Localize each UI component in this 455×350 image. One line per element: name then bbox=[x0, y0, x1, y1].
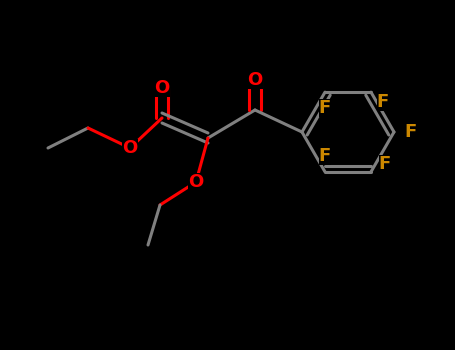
Text: F: F bbox=[379, 155, 391, 173]
Text: F: F bbox=[319, 99, 331, 117]
Text: O: O bbox=[122, 139, 137, 157]
Text: O: O bbox=[154, 79, 170, 97]
Text: O: O bbox=[188, 173, 204, 191]
Text: F: F bbox=[404, 123, 416, 141]
Text: F: F bbox=[319, 147, 331, 165]
Text: F: F bbox=[377, 93, 389, 111]
Text: O: O bbox=[248, 71, 263, 89]
